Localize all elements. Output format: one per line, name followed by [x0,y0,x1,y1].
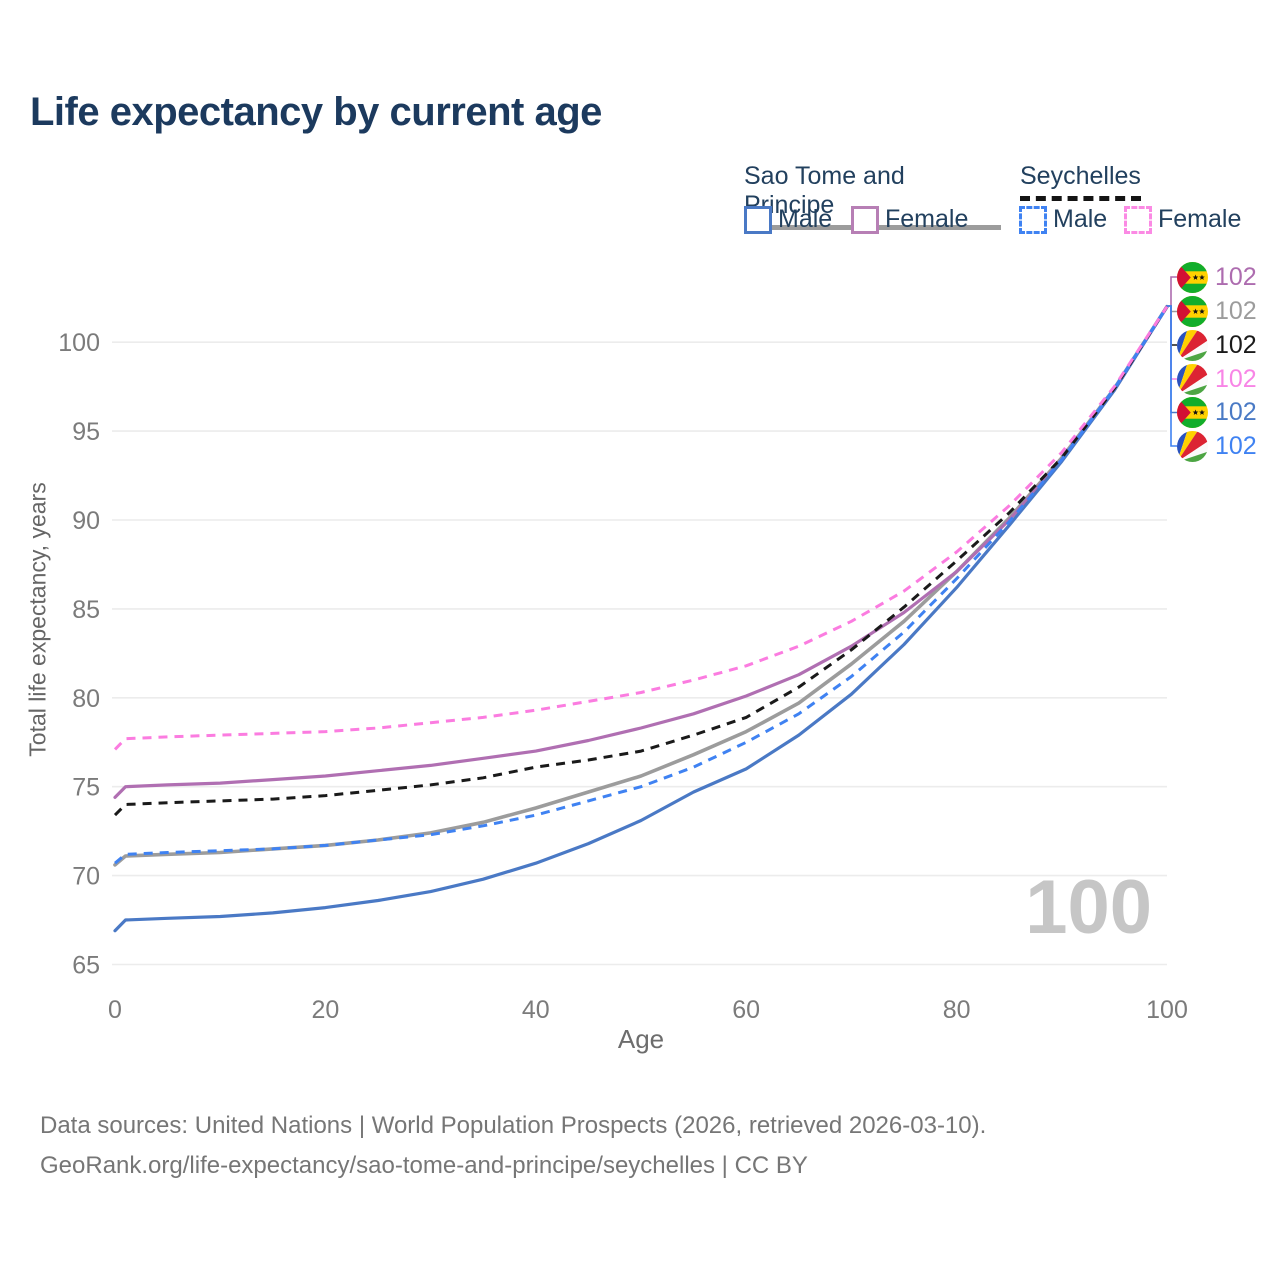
legend-label: Female [885,205,969,233]
y-tick-65: 65 [72,952,100,980]
sao-tome-flag-icon [1177,397,1208,428]
leader-line-sey_male [1167,305,1177,447]
y-tick-100: 100 [58,329,100,357]
sao-tome-flag-icon [1177,262,1208,293]
series-line-sey_male[interactable] [114,305,1169,865]
series-line-sey_female[interactable] [113,305,1169,751]
x-tick-0: 0 [108,996,122,1024]
series-line-stp_female[interactable] [113,305,1169,799]
legend-label: Male [1053,205,1108,233]
x-tick-20: 20 [311,996,339,1024]
legend-country-seychelles[interactable]: Seychelles [1020,162,1141,201]
stp-female-swatch-icon [851,205,879,234]
data-sources-line: Data sources: United Nations | World Pop… [40,1112,987,1139]
legend-label: Male [778,205,833,233]
leader-line-sey_female [1167,305,1177,380]
end-label-sey-all: 102 [1177,330,1257,361]
y-axis-title: Total life expectancy, years [24,482,51,757]
age-counter-watermark: 100 [1025,865,1152,950]
end-value: 102 [1215,398,1257,426]
end-value: 102 [1215,365,1257,393]
y-tick-70: 70 [72,863,100,891]
leader-line-stp_male [1167,305,1177,414]
end-value: 102 [1215,263,1257,291]
x-tick-100: 100 [1146,996,1188,1024]
y-tick-85: 85 [72,596,100,624]
y-tick-95: 95 [72,418,100,446]
legend-item-sey-male[interactable]: Male [1019,205,1107,234]
y-tick-75: 75 [72,774,100,802]
end-label-sey-male: 102 [1177,431,1257,462]
end-value: 102 [1215,432,1257,460]
end-label-stp-all: 102 [1177,296,1257,327]
sey-male-swatch-icon [1019,205,1047,234]
end-label-sey-female: 102 [1177,364,1257,395]
leader-line-stp_female [1167,276,1177,307]
end-label-stp-female: 102 [1177,262,1257,293]
x-tick-40: 40 [522,996,550,1024]
seychelles-flag-icon [1177,330,1208,361]
source-url-line: GeoRank.org/life-expectancy/sao-tome-and… [40,1152,808,1179]
x-tick-80: 80 [943,996,971,1024]
legend-item-sey-female[interactable]: Female [1124,205,1241,234]
y-tick-90: 90 [72,507,100,535]
x-axis-title: Age [617,1024,665,1054]
legend-item-stp-male[interactable]: Male [744,205,832,234]
legend-item-stp-female[interactable]: Female [851,205,968,234]
legend-label: Female [1158,205,1242,233]
end-value: 102 [1215,331,1257,359]
series-line-sey_all[interactable] [113,305,1169,817]
stp-male-swatch-icon [744,205,772,234]
end-value: 102 [1215,297,1257,325]
end-label-stp-male: 102 [1177,397,1257,428]
seychelles-flag-icon [1177,364,1208,395]
page-title: Life expectancy by current age [30,90,602,134]
series-line-stp_male[interactable] [113,305,1169,933]
sey-female-swatch-icon [1124,205,1152,234]
seychelles-flag-icon [1177,431,1208,462]
y-tick-80: 80 [72,685,100,713]
sao-tome-flag-icon [1177,296,1208,327]
footer: Data sources: United Nations | World Pop… [40,1106,986,1186]
x-tick-60: 60 [732,996,760,1024]
